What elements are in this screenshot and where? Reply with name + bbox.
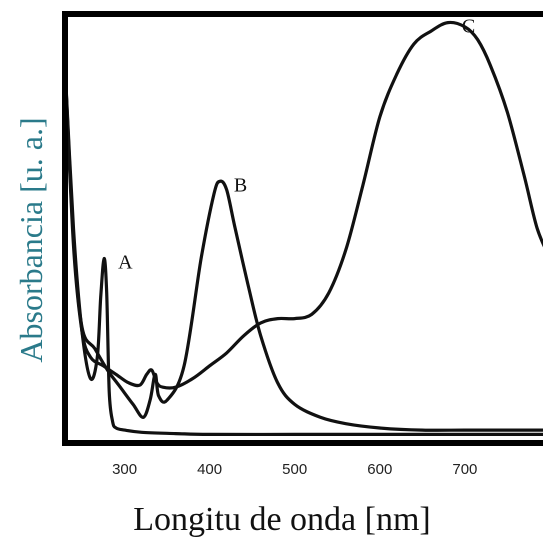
x-tick-label: 400 <box>197 461 222 478</box>
y-axis-title: Absorbancia [u. a.] <box>13 117 49 362</box>
series-label-a: A <box>118 252 133 274</box>
x-tick-label: 700 <box>452 461 477 478</box>
x-tick-label: 600 <box>367 461 392 478</box>
x-tick-label: 500 <box>282 461 307 478</box>
series-line-a <box>65 63 543 437</box>
series-labels: A B C <box>118 16 475 274</box>
x-axis-title: Longitu de onda [nm] <box>133 501 430 538</box>
series-label-c: C <box>462 16 475 38</box>
series-line-b <box>65 63 543 432</box>
plot-area <box>65 20 543 437</box>
plot-frame <box>62 11 543 446</box>
x-tick-labels: 300 400 500 600 700 <box>112 461 477 478</box>
x-tick-label: 300 <box>112 461 137 478</box>
series-label-b: B <box>234 174 247 196</box>
series-line-c <box>65 20 543 390</box>
